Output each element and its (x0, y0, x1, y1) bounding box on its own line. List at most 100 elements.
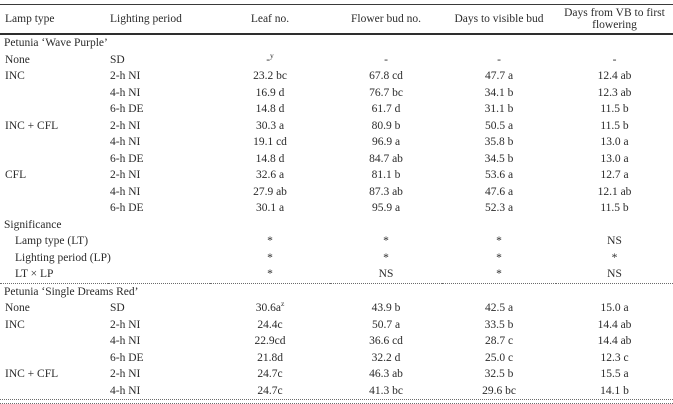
value-cell-flower-bud-no: 80.9 b (371, 119, 401, 132)
lamp-type-cell (0, 134, 108, 151)
value-cell-days-vb-to-first-flowering: 12.4 ab (597, 70, 632, 82)
value-cell-leaf-no: * (267, 235, 273, 247)
value-cell-days-to-visible-bud: 53.6 a (484, 169, 514, 181)
value-cell-days-vb-to-first-flowering: 11.5 b (600, 119, 629, 132)
footnote-marker: z (280, 299, 285, 309)
lighting-period-cell: 2-h NI (110, 119, 141, 132)
column-header-lamp-type: Lamp type (0, 4, 108, 35)
value-cell-flower-bud-no: * (383, 235, 389, 247)
lighting-period-cell: 4-h NI (110, 86, 141, 99)
value-cell-days-vb-to-first-flowering: 14.1 b (600, 384, 629, 397)
table-row: None SD -y - - - (0, 50, 673, 69)
significance-factor-label: Lamp type (LT) (15, 235, 89, 247)
lamp-type-cell: CFL (5, 169, 27, 181)
value-cell-flower-bud-no: 50.7 a (371, 318, 401, 331)
value-cell-flower-bud-no: 84.7 ab (369, 152, 403, 165)
value-cell-days-to-visible-bud: 42.5 a (484, 302, 514, 314)
significance-row: Lamp type (LT) * * * NS (0, 233, 673, 250)
significance-heading-row: Significance (0, 217, 673, 234)
table-row: INC + CFL 2-h NI 24.7c 46.3 ab 32.5 b 15.5 a (0, 366, 673, 383)
value-cell-days-to-visible-bud: * (496, 268, 502, 280)
column-header-lighting-period: Lighting period (108, 4, 210, 35)
value-cell-flower-bud-no: 46.3 ab (369, 368, 403, 380)
value-cell-flower-bud-no: 76.7 bc (369, 86, 403, 99)
value-cell-leaf-no: 23.2 bc (253, 70, 287, 82)
column-header-flower-bud-no: Flower bud no. (330, 4, 442, 35)
value-cell-days-to-visible-bud: - (497, 53, 501, 66)
value-cell-flower-bud-no: 95.9 a (371, 202, 401, 214)
section-title: Petunia ‘Single Dreams Red’ (0, 282, 673, 300)
table-bottom-rule (0, 399, 673, 404)
value-cell-days-vb-to-first-flowering: NS (607, 268, 622, 280)
table-row: 4-h NI 27.9 ab 87.3 ab 47.6 a 12.1 ab (0, 184, 673, 201)
section-row: Petunia ‘Single Dreams Red’ (0, 282, 673, 300)
value-cell-flower-bud-no: 61.7 d (371, 103, 401, 115)
column-header-days-to-visible-bud: Days to visible bud (442, 4, 556, 35)
value-cell-days-to-visible-bud: 34.5 b (484, 152, 514, 165)
table-row: 6-h DE 30.1 a 95.9 a 52.3 a 11.5 b (0, 200, 673, 217)
value-cell-days-vb-to-first-flowering: 12.7 a (600, 169, 629, 181)
lamp-type-cell: INC (5, 70, 25, 82)
value-cell-flower-bud-no: 87.3 ab (369, 185, 403, 198)
value-cell-days-vb-to-first-flowering: 13.0 a (600, 152, 629, 165)
lighting-period-cell: 4-h NI (110, 185, 141, 198)
value-cell-days-vb-to-first-flowering: 11.5 b (600, 202, 629, 214)
table-row: 4-h NI 24.7c 41.3 bc 29.6 bc 14.1 b (0, 383, 673, 400)
value-cell-days-vb-to-first-flowering: 15.5 a (600, 368, 629, 380)
value-cell-days-vb-to-first-flowering: 14.4 ab (597, 318, 632, 331)
significance-row: LT × LP * NS * NS (0, 266, 673, 283)
lamp-type-cell (0, 200, 108, 217)
table-row: 4-h NI 22.9cd 36.6 cd 28.7 c 14.4 ab (0, 333, 673, 350)
lighting-period-cell: 6-h DE (110, 202, 144, 214)
value-cell-days-vb-to-first-flowering: 12.1 ab (597, 185, 632, 198)
value-cell-leaf-no: -y (266, 50, 274, 66)
header-row: Lamp type Lighting period Leaf no. Flower b… (0, 4, 673, 35)
table-row: 4-h NI 19.1 cd 96.9 a 35.8 b 13.0 a (0, 134, 673, 151)
value-cell-days-to-visible-bud: 29.6 bc (482, 384, 516, 397)
value-cell-flower-bud-no: 41.3 bc (369, 384, 403, 397)
value-cell-flower-bud-no: 43.9 b (371, 302, 401, 314)
lamp-type-cell: INC + CFL (5, 119, 59, 132)
lighting-period-cell: SD (110, 302, 125, 314)
significance-row: Lighting period (LP) * * * * (0, 250, 673, 267)
column-header-leaf-no: Leaf no. (210, 4, 330, 35)
value-cell-days-to-visible-bud: 31.1 b (484, 103, 514, 115)
lamp-type-cell: INC (5, 318, 25, 331)
value-cell-leaf-no: 27.9 ab (253, 185, 287, 198)
value-cell-days-to-visible-bud: * (496, 235, 502, 247)
value-cell-leaf-no: 30.6az (255, 299, 285, 314)
results-table: Lamp type Lighting period Leaf no. Flower b… (0, 4, 673, 399)
value-cell-leaf-no: 24.7c (257, 368, 283, 380)
table-row: INC 2-h NI 24.4c 50.7 a 33.5 b 14.4 ab (0, 317, 673, 334)
lighting-period-cell: 2-h NI (110, 169, 141, 181)
table-row: CFL 2-h NI 32.6 a 81.1 b 53.6 a 12.7 a (0, 167, 673, 184)
column-header-days-vb-to-first-flowering: Days from VB to first flowering (556, 4, 673, 35)
lamp-type-cell: None (5, 53, 30, 66)
value-cell-flower-bud-no: - (384, 53, 388, 66)
lighting-period-cell: 4-h NI (110, 335, 141, 347)
value-cell-flower-bud-no: * (383, 251, 389, 264)
lamp-type-cell (0, 383, 108, 400)
table-row: 4-h NI 16.9 d 76.7 bc 34.1 b 12.3 ab (0, 85, 673, 102)
value-cell-days-vb-to-first-flowering: 13.0 a (600, 136, 629, 148)
value-cell-days-vb-to-first-flowering: NS (607, 235, 622, 247)
value-cell-flower-bud-no: 81.1 b (371, 169, 401, 181)
table-row: INC 2-h NI 23.2 bc 67.8 cd 47.7 a 12.4 ab (0, 68, 673, 85)
value-cell-days-to-visible-bud: 34.1 b (484, 86, 514, 99)
lamp-type-cell: INC + CFL (5, 368, 59, 380)
value-cell-days-vb-to-first-flowering: - (612, 53, 617, 66)
value-cell-leaf-no: 24.7c (257, 384, 283, 397)
value-cell-days-vb-to-first-flowering: 12.3 c (600, 351, 629, 364)
table-body: Petunia ‘Wave Purple’ None SD -y - - - INC 2-h N… (0, 34, 673, 399)
value-cell-days-to-visible-bud: 52.3 a (484, 202, 514, 214)
value-cell-leaf-no: * (267, 268, 273, 280)
lighting-period-cell: 2-h NI (110, 70, 141, 82)
value-cell-days-vb-to-first-flowering: 14.4 ab (597, 335, 632, 347)
value-cell-leaf-no: * (267, 251, 273, 264)
table-row: INC + CFL 2-h NI 30.3 a 80.9 b 50.5 a 11.5 b (0, 118, 673, 135)
lighting-period-cell: SD (110, 53, 125, 66)
value-cell-days-to-visible-bud: 25.0 c (484, 351, 514, 364)
table-row: 6-h DE 14.8 d 84.7 ab 34.5 b 13.0 a (0, 151, 673, 168)
value-cell-days-to-visible-bud: 50.5 a (484, 119, 514, 132)
